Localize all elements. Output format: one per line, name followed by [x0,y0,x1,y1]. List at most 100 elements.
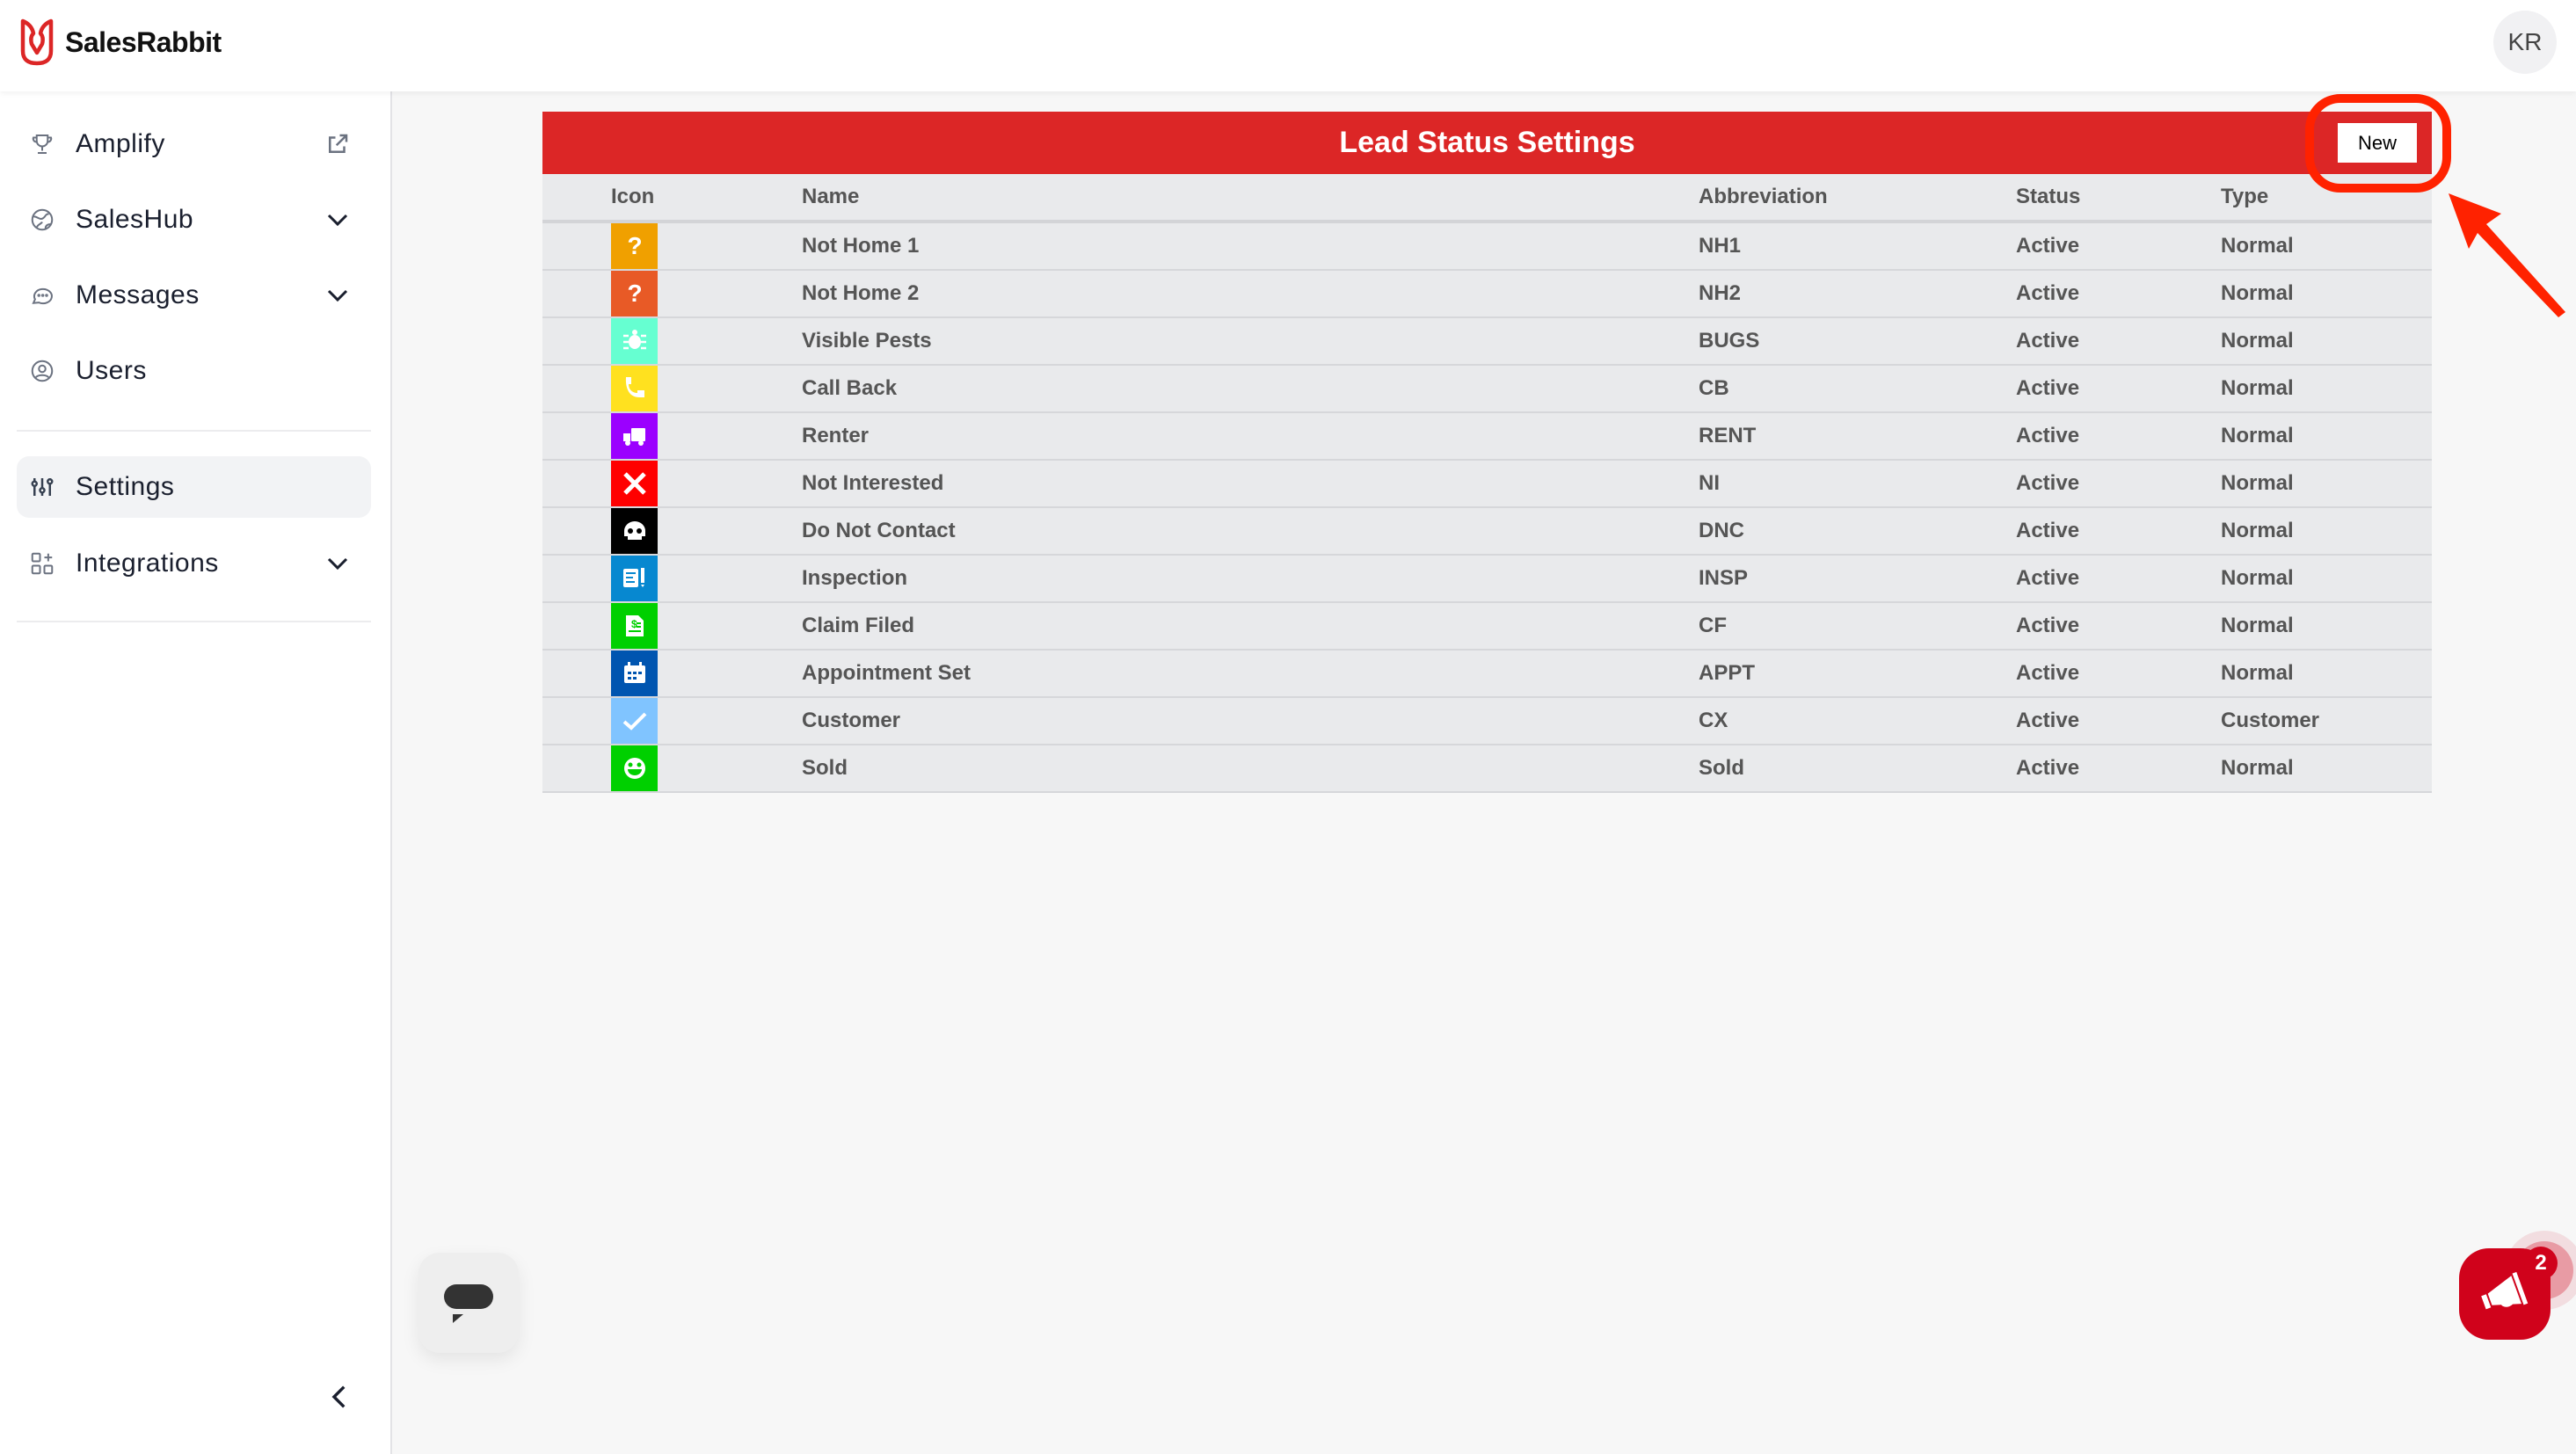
status-type: Normal [2221,412,2432,461]
status-icon-cell [611,460,802,508]
status-icon-cell [611,317,802,366]
table-row[interactable]: Not Interested NI Active Normal [542,460,2432,508]
status-icon-cell [611,650,802,698]
salesrabbit-logo-icon [20,18,54,66]
status-icon-cell: $ [611,602,802,651]
sidebar-item-messages[interactable]: Messages [17,265,371,326]
status-name: Customer [802,697,1699,745]
table-row[interactable]: $ Claim Filed CF Active Normal [542,602,2432,651]
status-name: Renter [802,412,1699,461]
status-abbreviation: Sold [1699,745,2016,793]
x-icon [611,461,658,506]
status-name: Visible Pests [802,317,1699,366]
sidebar-item-label: Integrations [76,549,219,578]
status-abbreviation: APPT [1699,650,2016,698]
status-state: Active [2016,270,2221,318]
status-name: Call Back [802,365,1699,413]
status-state: Active [2016,412,2221,461]
sidebar-item-integrations[interactable]: Integrations [17,533,371,594]
status-name: Appointment Set [802,650,1699,698]
status-type: Normal [2221,650,2432,698]
table-row[interactable]: Customer CX Active Customer [542,697,2432,745]
status-type: Normal [2221,745,2432,793]
sidebar-item-amplify[interactable]: Amplify [17,113,371,175]
table-row[interactable]: Visible Pests BUGS Active Normal [542,317,2432,366]
status-abbreviation: DNC [1699,507,2016,556]
divider [17,430,371,432]
status-abbreviation: BUGS [1699,317,2016,366]
chevron-down-icon[interactable] [323,282,353,309]
status-name: Inspection [802,555,1699,603]
table-row[interactable]: Call Back CB Active Normal [542,365,2432,413]
collapse-sidebar-chevron-left-icon[interactable] [325,1380,355,1414]
calendar-icon [611,651,658,696]
status-type: Normal [2221,460,2432,508]
status-abbreviation: NI [1699,460,2016,508]
status-name: Claim Filed [802,602,1699,651]
svg-text:?: ? [627,280,642,307]
chevron-down-icon[interactable] [323,207,353,233]
status-icon-cell [611,507,802,556]
lead-status-settings-card: Lead Status Settings New Icon Name Abbre… [542,112,2432,793]
table-row[interactable]: Sold Sold Active Normal [542,745,2432,793]
top-header: SalesRabbit KR [0,0,2576,91]
chat-widget-button[interactable] [418,1253,519,1353]
clipboard-alert-icon [611,556,658,601]
chevron-down-icon[interactable] [323,550,353,577]
status-name: Do Not Contact [802,507,1699,556]
table-row[interactable]: Renter RENT Active Normal [542,412,2432,461]
table-row[interactable]: Inspection INSP Active Normal [542,555,2432,603]
status-state: Active [2016,650,2221,698]
column-header-type[interactable]: Type [2221,174,2432,223]
status-icon-cell: ? [611,222,802,271]
table-header-row: Icon Name Abbreviation Status Type [542,174,2432,223]
sidebar-item-users[interactable]: Users [17,340,371,402]
status-type: Normal [2221,222,2432,271]
status-name: Not Home 1 [802,222,1699,271]
trophy-icon [32,134,53,154]
sidebar-item-saleshub[interactable]: SalesHub [17,189,371,251]
notification-badge: 2 [2524,1247,2558,1280]
phone-icon [611,366,658,411]
globe-icon [31,208,54,231]
status-name: Sold [802,745,1699,793]
avatar[interactable]: KR [2493,11,2557,74]
table-row[interactable]: Appointment Set APPT Active Normal [542,650,2432,698]
status-state: Active [2016,697,2221,745]
status-type: Normal [2221,317,2432,366]
column-header-abbreviation[interactable]: Abbreviation [1699,174,2016,223]
sidebar-item-settings[interactable]: Settings [17,456,371,518]
sidebar-item-label: SalesHub [76,205,194,234]
column-header-name[interactable]: Name [802,174,1699,223]
svg-text:$: $ [631,618,637,630]
table-row[interactable]: Do Not Contact DNC Active Normal [542,507,2432,556]
brand-name: SalesRabbit [65,25,222,58]
annotation-highlight-circle [2305,94,2451,193]
column-header-icon[interactable]: Icon [611,174,802,223]
speech-bubble-icon [444,1284,493,1323]
status-icon-cell [611,365,802,413]
status-type: Normal [2221,365,2432,413]
sidebar-item-label: Settings [76,472,175,501]
status-icon-cell [611,745,802,793]
table-row[interactable]: ? Not Home 2 NH2 Active Normal [542,270,2432,318]
user-circle-icon [31,360,54,382]
sidebar-item-label: Amplify [76,129,165,158]
truck-icon [611,413,658,459]
bug-icon [611,318,658,364]
status-state: Active [2016,460,2221,508]
table-row[interactable]: ? Not Home 1 NH1 Active Normal [542,222,2432,271]
status-state: Active [2016,222,2221,271]
logo[interactable]: SalesRabbit [19,18,222,67]
announcements-widget[interactable]: 2 [2459,1231,2576,1345]
status-type: Normal [2221,507,2432,556]
check-icon [611,698,658,744]
skull-icon [611,508,658,554]
smiley-icon [611,745,658,791]
status-type: Normal [2221,270,2432,318]
column-header-status[interactable]: Status [2016,174,2221,223]
status-abbreviation: INSP [1699,555,2016,603]
new-button[interactable]: New [2338,123,2417,163]
status-type: Normal [2221,602,2432,651]
megaphone-icon [2481,1272,2529,1310]
